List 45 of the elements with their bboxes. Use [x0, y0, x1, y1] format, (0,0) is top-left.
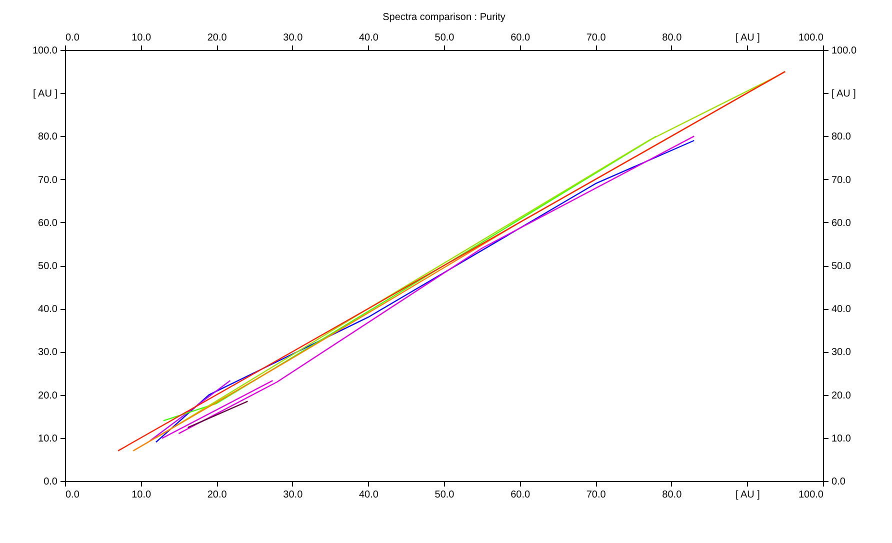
x2-tick-label: 100.0: [798, 490, 824, 500]
y-tick-label: 80.0: [38, 132, 58, 143]
y2-tick-label: 60.0: [832, 218, 852, 229]
y2-tick-label: 50.0: [832, 261, 852, 272]
x2-tick-label: 80.0: [662, 490, 682, 500]
x2-tick-label: 0.0: [66, 490, 80, 500]
y2-tick-label: 30.0: [832, 347, 852, 358]
y2-tick-label: 70.0: [832, 174, 852, 186]
x2-tick-label: 20.0: [207, 490, 228, 500]
x2-tick-label: 40.0: [358, 490, 379, 500]
x-tick-label: 100.0: [798, 32, 824, 44]
y2-tick-label: 100.0: [832, 46, 857, 56]
x-tick-label: 10.0: [132, 32, 152, 44]
x2-tick-label: 60.0: [510, 490, 530, 500]
y-tick-label: 40.0: [38, 304, 58, 316]
y-tick-label: 70.0: [38, 174, 58, 186]
y-tick-label: 30.0: [38, 347, 58, 358]
x2-tick-label: 50.0: [434, 490, 455, 500]
y-tick-label: 10.0: [38, 433, 58, 444]
y2-tick-label: 40.0: [832, 304, 852, 316]
y2-tick-label: 10.0: [832, 433, 852, 444]
y2-tick-label: [ AU ]: [832, 88, 856, 100]
y-tick-label: [ AU ]: [33, 88, 58, 100]
x-tick-label: 20.0: [207, 32, 228, 44]
y2-tick-label: 20.0: [832, 390, 852, 402]
x-tick-label: [ AU ]: [735, 32, 760, 44]
y2-tick-label: 0.0: [832, 476, 846, 488]
y-tick-label: 50.0: [38, 261, 58, 272]
x2-tick-label: 70.0: [586, 490, 606, 500]
x-tick-label: 40.0: [358, 32, 379, 44]
x-tick-label: 80.0: [662, 32, 682, 44]
y-tick-label: 60.0: [38, 218, 58, 229]
chart-title: Spectra comparison : Purity: [382, 12, 506, 23]
y-tick-label: 0.0: [44, 476, 58, 488]
x2-tick-label: 30.0: [283, 490, 304, 500]
y-tick-label: 20.0: [38, 390, 58, 402]
y2-tick-label: 80.0: [832, 132, 852, 143]
x2-tick-label: 10.0: [132, 490, 152, 500]
x-tick-label: 50.0: [434, 32, 455, 44]
x-tick-label: 60.0: [510, 32, 530, 44]
x-tick-label: 30.0: [283, 32, 304, 44]
x-tick-label: 70.0: [586, 32, 606, 44]
x-tick-label: 0.0: [66, 32, 80, 44]
y-tick-label: 100.0: [32, 46, 58, 56]
x2-tick-label: [ AU ]: [735, 490, 760, 500]
